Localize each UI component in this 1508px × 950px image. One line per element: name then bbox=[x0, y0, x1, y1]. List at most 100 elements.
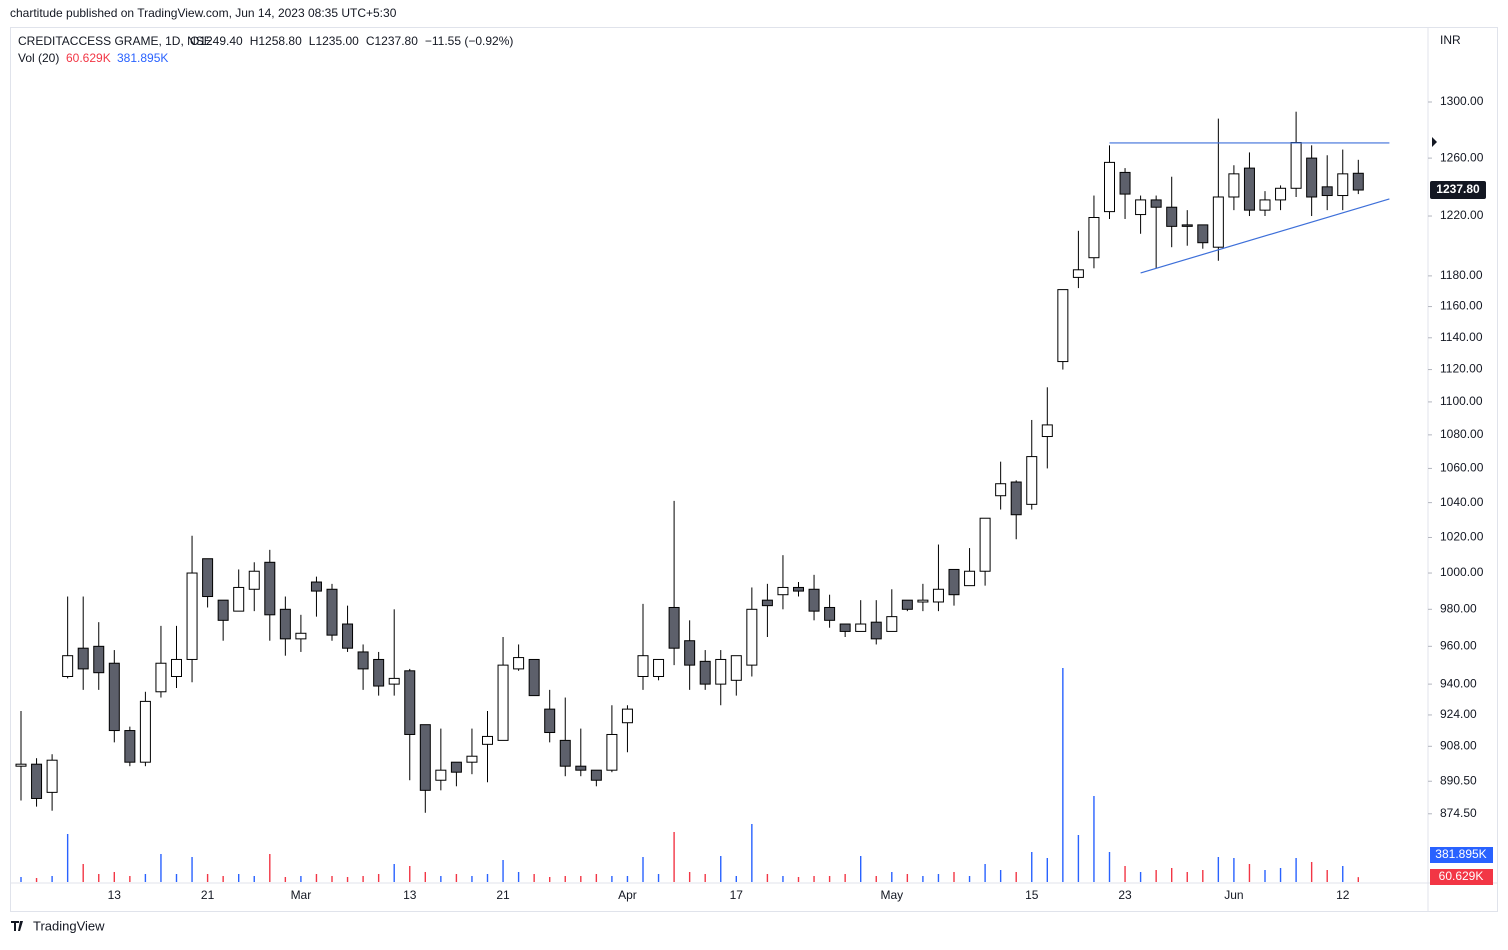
volume-bar bbox=[222, 876, 224, 882]
volume-bar bbox=[906, 874, 909, 882]
y-tick-label: 890.50 bbox=[1440, 773, 1477, 787]
candle-body bbox=[1041, 424, 1053, 438]
volume-bar bbox=[346, 877, 349, 882]
ohlc-value: −11.55 (−0.92%) bbox=[425, 34, 514, 48]
y-tick-label: 940.00 bbox=[1440, 676, 1477, 690]
volume-bar bbox=[1342, 866, 1344, 882]
volume-bar bbox=[1248, 864, 1251, 882]
footer-text: TradingView bbox=[33, 918, 105, 933]
volume-bar bbox=[891, 872, 893, 882]
volume-bar bbox=[735, 876, 737, 882]
candle-body bbox=[528, 658, 540, 697]
x-tick-label: 21 bbox=[496, 888, 510, 902]
x-tick-label: Jun bbox=[1224, 888, 1243, 902]
candle-body bbox=[1119, 171, 1131, 195]
volume-bar bbox=[1217, 857, 1220, 882]
volume-bar bbox=[533, 874, 535, 882]
candle-body bbox=[917, 599, 929, 603]
candle-body bbox=[93, 645, 105, 674]
candle-body bbox=[295, 632, 307, 640]
volume-bar bbox=[517, 872, 520, 882]
volume-last-box bbox=[1430, 869, 1493, 885]
volume-bar bbox=[813, 876, 815, 882]
volume-bar bbox=[486, 874, 489, 882]
volume-bar bbox=[1015, 872, 1017, 882]
candle-body bbox=[357, 651, 369, 670]
volume-bar bbox=[1139, 872, 1142, 882]
candle-body bbox=[575, 765, 587, 771]
volume-bar bbox=[549, 877, 551, 882]
volume-bar bbox=[1186, 872, 1188, 882]
volume-bar bbox=[580, 876, 582, 882]
volume-bar bbox=[953, 872, 955, 882]
candle-body bbox=[466, 755, 478, 763]
volume-bar bbox=[284, 877, 287, 882]
ohlc-value: O1249.40 bbox=[190, 34, 243, 48]
volume-bar bbox=[175, 874, 178, 882]
candle-body bbox=[77, 647, 89, 670]
candle-body bbox=[46, 759, 58, 793]
x-tick-label: 21 bbox=[201, 888, 215, 902]
candle-body bbox=[171, 658, 182, 677]
candle-body bbox=[373, 658, 385, 687]
volume-bar bbox=[253, 876, 255, 882]
volume-bar bbox=[1031, 852, 1033, 882]
x-tick-label: 13 bbox=[108, 888, 122, 902]
footer-logo: TradingView bbox=[11, 918, 105, 933]
volume-bar bbox=[206, 874, 209, 882]
ohlc-value: C1237.80 bbox=[366, 34, 418, 48]
volume-bar bbox=[1295, 858, 1297, 882]
candle-body bbox=[793, 586, 804, 592]
volume-bar bbox=[98, 874, 100, 882]
candle-body bbox=[653, 658, 665, 677]
candle-body bbox=[1259, 199, 1271, 211]
candle-body bbox=[1104, 161, 1115, 213]
frame bbox=[10, 27, 1498, 912]
volume-bar bbox=[704, 874, 706, 882]
candle-body bbox=[901, 599, 913, 610]
volume-bar bbox=[1046, 858, 1048, 882]
y-tick-label: 1140.00 bbox=[1440, 330, 1483, 344]
candle-body bbox=[1010, 481, 1022, 516]
volume-bar bbox=[626, 876, 629, 882]
volume-bar bbox=[1326, 870, 1328, 882]
volume-bar bbox=[922, 876, 924, 882]
volume-bar bbox=[35, 878, 38, 882]
volume-bar bbox=[362, 876, 364, 882]
y-tick-label: 1300.00 bbox=[1440, 94, 1484, 108]
candle-body bbox=[1135, 199, 1147, 216]
volume-bar bbox=[191, 857, 193, 882]
volume-bar bbox=[657, 874, 660, 882]
candle-body bbox=[1337, 173, 1349, 197]
candle-body bbox=[1290, 142, 1302, 189]
candle-body bbox=[124, 730, 136, 763]
x-tick-label: Mar bbox=[291, 888, 312, 902]
volume-bar bbox=[860, 856, 862, 882]
volume-bar bbox=[1093, 796, 1095, 882]
candle-body bbox=[855, 623, 867, 632]
candle-body bbox=[761, 599, 773, 607]
volume-bar bbox=[1171, 868, 1173, 882]
y-tick-label: 1020.00 bbox=[1440, 530, 1484, 544]
candle-body bbox=[1181, 224, 1193, 227]
candle-body bbox=[450, 761, 462, 773]
volume-bar bbox=[1202, 870, 1204, 882]
x-tick-label: 15 bbox=[1025, 888, 1039, 902]
x-tick-label: May bbox=[880, 888, 903, 902]
candle-body bbox=[932, 588, 944, 603]
volume-bar bbox=[1077, 835, 1080, 882]
volume-bar bbox=[782, 876, 784, 882]
candle-body bbox=[1228, 173, 1240, 198]
ohlc-value: L1235.00 bbox=[309, 34, 359, 48]
candle-body bbox=[155, 662, 167, 693]
candle-body bbox=[637, 655, 649, 677]
candle-body bbox=[886, 616, 898, 632]
candle-body bbox=[544, 708, 556, 734]
candle-body bbox=[606, 733, 618, 771]
candle-body bbox=[699, 660, 711, 685]
volume-bar bbox=[611, 876, 613, 882]
y-tick-label: 1260.00 bbox=[1440, 150, 1484, 164]
x-tick-label: 12 bbox=[1336, 888, 1350, 902]
candle-body bbox=[279, 608, 291, 640]
volume-ma-box bbox=[1430, 847, 1493, 863]
